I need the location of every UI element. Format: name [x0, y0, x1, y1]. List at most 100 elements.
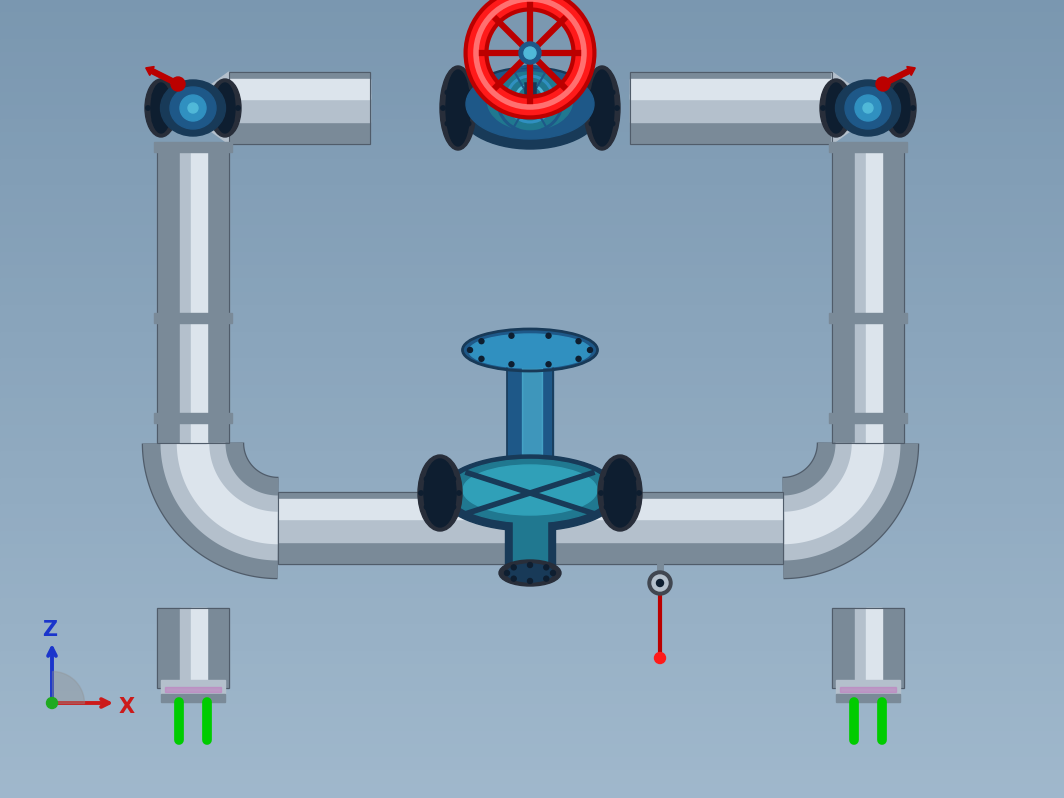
Bar — [0, 425, 1064, 439]
Circle shape — [511, 576, 516, 581]
Ellipse shape — [170, 87, 216, 129]
Bar — [508, 350, 553, 490]
Bar — [505, 491, 555, 573]
Circle shape — [828, 93, 832, 97]
Bar — [229, 72, 370, 144]
Circle shape — [504, 571, 510, 575]
Bar — [0, 345, 1064, 359]
Circle shape — [885, 106, 890, 110]
Bar — [0, 331, 1064, 346]
Circle shape — [904, 119, 909, 123]
Bar — [0, 531, 1064, 545]
Ellipse shape — [458, 67, 602, 149]
Bar — [513, 491, 547, 573]
Bar — [0, 52, 1064, 66]
Circle shape — [611, 121, 615, 126]
Circle shape — [451, 505, 455, 509]
Bar — [839, 687, 896, 692]
Circle shape — [631, 476, 635, 481]
Bar — [0, 225, 1064, 239]
Circle shape — [216, 93, 220, 97]
Ellipse shape — [598, 455, 642, 531]
Bar — [0, 491, 1064, 505]
Circle shape — [165, 119, 169, 123]
Bar — [508, 350, 553, 490]
Bar — [0, 398, 1064, 413]
Circle shape — [587, 347, 593, 353]
Bar — [157, 144, 229, 443]
Bar — [0, 318, 1064, 333]
Circle shape — [528, 563, 532, 567]
Ellipse shape — [151, 83, 171, 133]
Circle shape — [171, 77, 185, 91]
Bar — [0, 26, 1064, 40]
Bar — [0, 291, 1064, 306]
Bar — [630, 79, 832, 99]
Circle shape — [589, 90, 594, 95]
Bar — [0, 199, 1064, 213]
Circle shape — [648, 571, 672, 595]
Bar — [0, 664, 1064, 678]
Bar — [154, 413, 232, 423]
Bar — [0, 571, 1064, 585]
Bar — [0, 650, 1064, 665]
Bar — [0, 132, 1064, 146]
Bar — [832, 608, 904, 688]
Bar — [157, 608, 229, 688]
Circle shape — [425, 476, 429, 481]
Circle shape — [419, 491, 423, 496]
Bar — [0, 305, 1064, 319]
Circle shape — [585, 106, 589, 110]
Bar — [0, 730, 1064, 745]
Bar — [0, 678, 1064, 692]
Circle shape — [589, 121, 594, 126]
Circle shape — [904, 93, 909, 97]
Circle shape — [180, 95, 206, 121]
Ellipse shape — [215, 83, 235, 133]
Bar — [855, 144, 881, 443]
Bar — [0, 211, 1064, 226]
Bar — [0, 239, 1064, 253]
Ellipse shape — [499, 560, 561, 586]
Ellipse shape — [890, 83, 910, 133]
Circle shape — [165, 93, 169, 97]
Circle shape — [455, 84, 461, 89]
Circle shape — [631, 505, 635, 509]
Bar — [0, 744, 1064, 758]
Bar — [157, 608, 229, 688]
Bar — [0, 624, 1064, 638]
Circle shape — [467, 347, 472, 353]
Circle shape — [526, 95, 534, 103]
Circle shape — [636, 491, 642, 496]
Bar — [832, 144, 904, 443]
Bar — [0, 371, 1064, 385]
Ellipse shape — [845, 87, 891, 129]
Ellipse shape — [591, 70, 614, 146]
Ellipse shape — [440, 455, 620, 531]
Circle shape — [841, 119, 845, 123]
Bar — [0, 544, 1064, 559]
Bar — [0, 478, 1064, 492]
Circle shape — [470, 106, 476, 110]
Bar — [0, 770, 1064, 784]
Circle shape — [509, 361, 514, 367]
Ellipse shape — [466, 69, 594, 139]
Ellipse shape — [449, 460, 611, 523]
Circle shape — [656, 579, 664, 587]
Bar — [157, 144, 229, 443]
Circle shape — [615, 106, 619, 110]
Bar — [229, 72, 370, 144]
Bar — [0, 105, 1064, 120]
FancyArrow shape — [146, 66, 179, 86]
Circle shape — [152, 93, 156, 97]
Circle shape — [425, 505, 429, 509]
Bar — [522, 350, 542, 490]
Circle shape — [451, 476, 455, 481]
Bar — [165, 687, 221, 692]
Circle shape — [440, 106, 445, 110]
Circle shape — [604, 505, 609, 509]
Bar — [832, 144, 904, 443]
Bar — [0, 518, 1064, 532]
Bar — [0, 464, 1064, 479]
Circle shape — [618, 471, 622, 476]
